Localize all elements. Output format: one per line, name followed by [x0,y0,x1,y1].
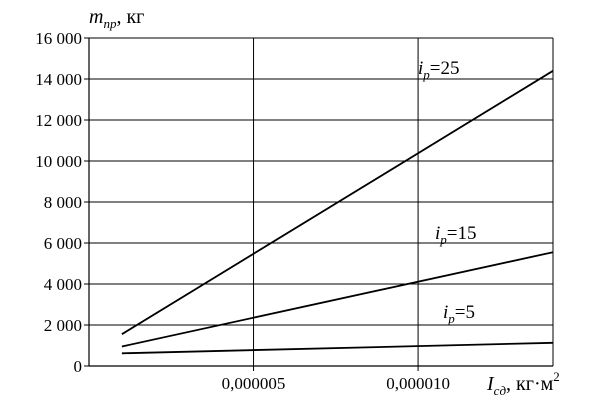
y-tick-label: 8 000 [44,193,82,212]
series-label-2: ip=15 [435,223,477,247]
grid [89,37,554,366]
x-tick-labels: 0,000005 0,000010 [222,374,450,393]
series-label-3: ip=5 [443,302,475,326]
y-tick-label: 14 000 [35,70,82,89]
y-tick-label: 12 000 [35,111,82,130]
x-axis-label: Iсд, кг·м2 [486,369,560,398]
y-axis-label: mпр, кг [89,6,144,31]
series-line-1 [121,70,554,335]
series-labels: ip=25 ip=15 ip=5 [418,58,477,326]
axes [84,37,553,371]
y-tick-label: 0 [74,357,83,376]
y-tick-label: 2 000 [44,316,82,335]
series-line-2 [121,251,554,348]
y-tick-label: 10 000 [35,152,82,171]
x-tick-label: 0,000010 [386,374,450,393]
y-tick-labels: 0 2 000 4 000 6 000 8 000 10 000 12 000 14 000 1… [35,29,82,376]
series-label-1: ip=25 [418,58,460,82]
y-tick-label: 4 000 [44,275,82,294]
y-tick-label: 6 000 [44,234,82,253]
series-line-3 [121,341,554,355]
series-lines [121,70,554,355]
y-tick-label: 16 000 [35,29,82,48]
x-tick-label: 0,000005 [222,374,286,393]
